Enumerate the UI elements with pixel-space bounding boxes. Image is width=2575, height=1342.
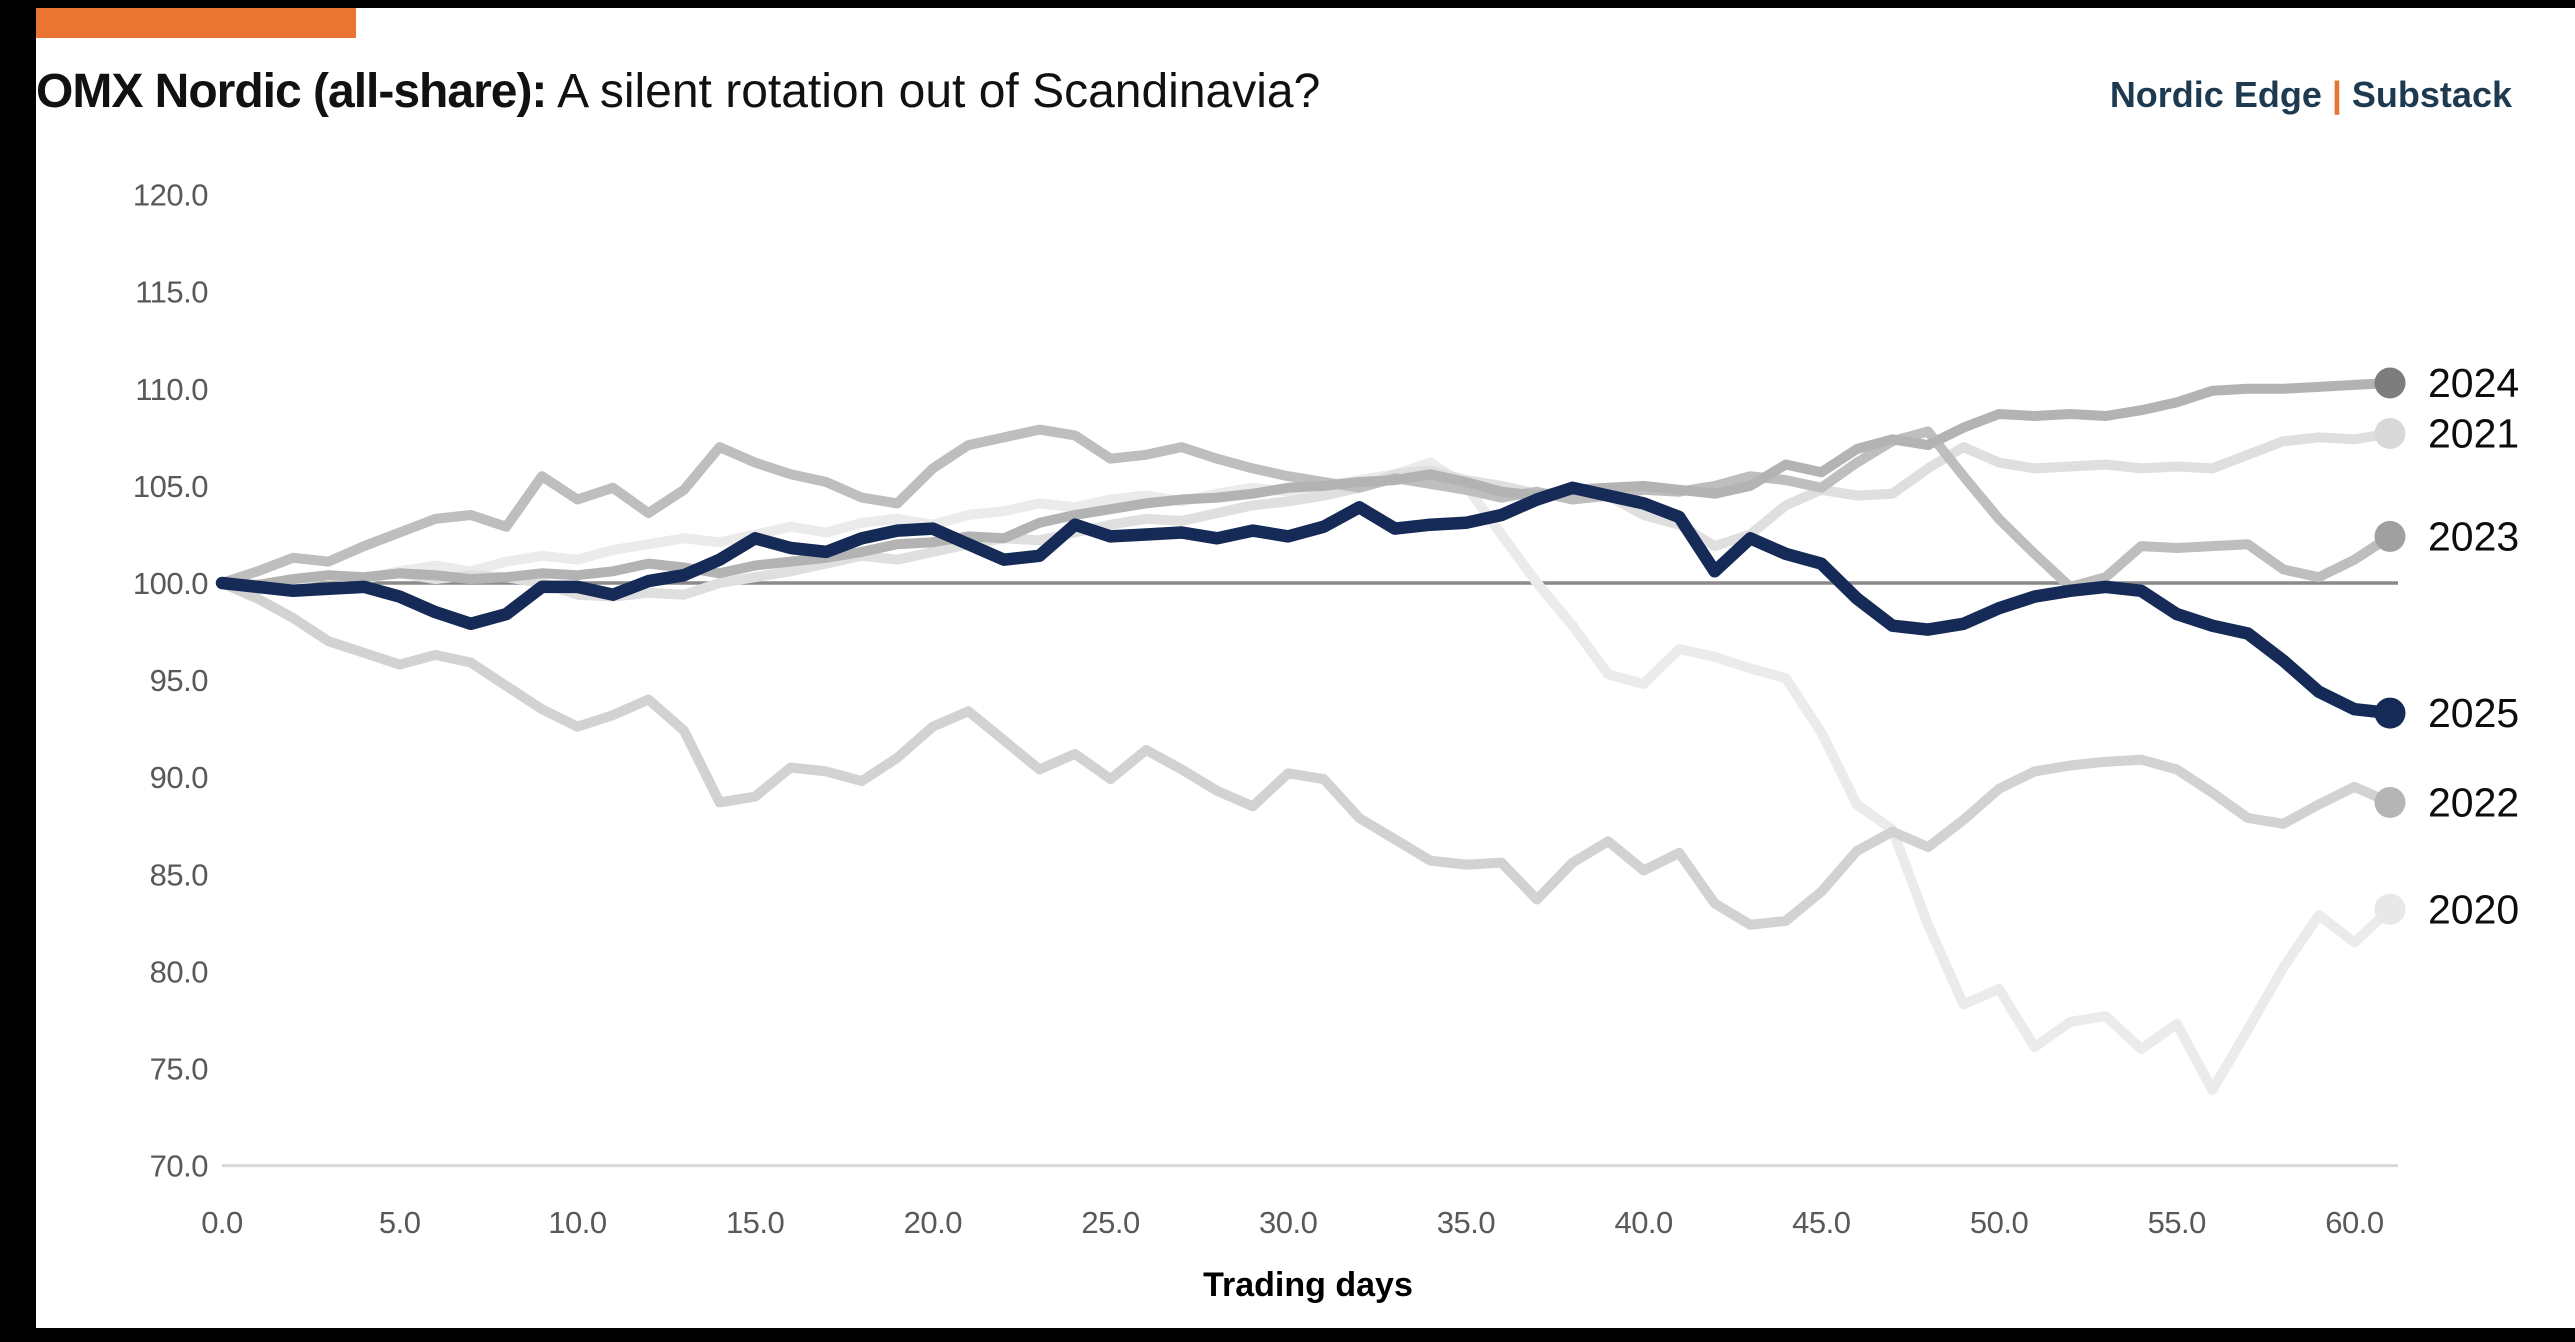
accent-bar <box>36 8 356 38</box>
x-tick-label: 10.0 <box>548 1205 607 1240</box>
grid-layer <box>222 581 2398 1168</box>
y-tick-label: 90.0 <box>150 760 209 795</box>
y-tick-label: 105.0 <box>133 469 208 504</box>
x-tick-label: 55.0 <box>2148 1205 2207 1240</box>
series-label-2024: 2024 <box>2428 360 2519 406</box>
brand-platform: Substack <box>2351 74 2512 115</box>
y-tick-label: 85.0 <box>150 857 209 892</box>
x-tick-label: 25.0 <box>1081 1205 1140 1240</box>
brand-mark: Nordic Edge | Substack <box>2110 74 2526 116</box>
end-dot-2025 <box>2374 697 2406 729</box>
page-title-regular: A silent rotation out of Scandinavia? <box>546 65 1321 118</box>
y-tick-label: 70.0 <box>150 1149 209 1184</box>
y-tick-label: 110.0 <box>135 372 208 407</box>
frame-border-left <box>0 0 36 1342</box>
end-dot-2020 <box>2374 893 2406 925</box>
series-label-2021: 2021 <box>2428 410 2519 456</box>
series-line-2021 <box>217 428 2395 602</box>
frame-border-bottom <box>0 1328 2575 1342</box>
y-tick-label: 100.0 <box>133 566 208 601</box>
series-layer <box>215 378 2397 1095</box>
series-line-2024 <box>217 378 2395 590</box>
y-tick-label: 120.0 <box>133 178 208 213</box>
frame-border-top <box>0 0 2575 8</box>
x-tick-label: 40.0 <box>1614 1205 1673 1240</box>
end-dot-2022 <box>2374 786 2406 818</box>
page-title: OMX Nordic (all-share): A silent rotatio… <box>36 52 1320 132</box>
x-tick-label: 50.0 <box>1970 1205 2029 1240</box>
brand-separator: | <box>2331 74 2342 115</box>
x-tick-label: 35.0 <box>1437 1205 1496 1240</box>
series-label-2020: 2020 <box>2428 886 2519 932</box>
series-label-2023: 2023 <box>2428 513 2519 559</box>
y-tick-label: 75.0 <box>150 1052 209 1087</box>
end-marker-layer: 2020 2021 2022 2023 2024 2025 <box>2374 360 2519 932</box>
x-tick-label: 20.0 <box>904 1205 963 1240</box>
series-label-2025: 2025 <box>2428 690 2519 736</box>
page-title-bold: OMX Nordic (all-share): <box>36 65 547 118</box>
axis-ticks-layer: 70.0 75.0 80.0 85.0 90.0 95.0 100.0 105.0 110.0 1… <box>133 178 2384 1240</box>
header-row: OMX Nordic (all-share): A silent rotatio… <box>36 52 2526 132</box>
series-line-2025 <box>215 481 2397 720</box>
y-tick-label: 95.0 <box>150 663 209 698</box>
y-tick-label: 80.0 <box>150 954 209 989</box>
x-tick-label: 60.0 <box>2325 1205 2384 1240</box>
x-axis-title: Trading days <box>1203 1266 1413 1304</box>
brand-name: Nordic Edge <box>2109 74 2322 115</box>
series-line-2023 <box>217 424 2395 592</box>
y-tick-label: 115.0 <box>135 275 208 310</box>
x-tick-label: 30.0 <box>1259 1205 1318 1240</box>
end-dot-2023 <box>2374 520 2406 552</box>
x-tick-label: 5.0 <box>379 1205 421 1240</box>
end-dot-2021 <box>2374 417 2406 449</box>
x-tick-label: 45.0 <box>1792 1205 1851 1240</box>
series-line-2022 <box>217 578 2395 930</box>
x-tick-label: 15.0 <box>726 1205 785 1240</box>
end-dot-2024 <box>2374 367 2406 399</box>
x-tick-label: 0.0 <box>201 1205 243 1240</box>
series-label-2022: 2022 <box>2428 779 2519 825</box>
